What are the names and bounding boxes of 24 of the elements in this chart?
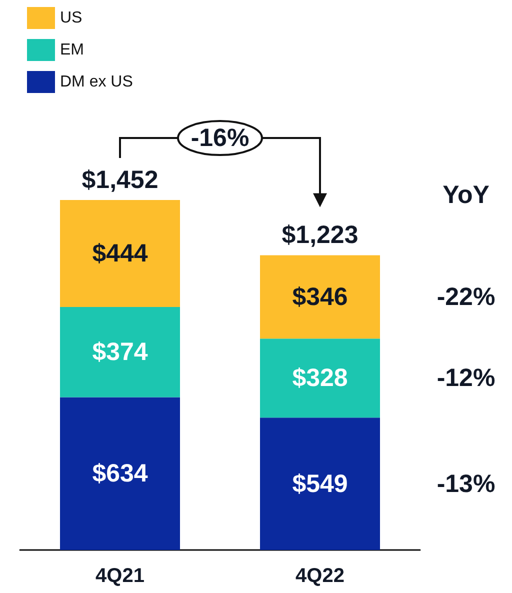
legend-label: US (60, 10, 82, 26)
data-label: $374 (92, 338, 148, 366)
bar (260, 255, 380, 339)
text: -16% (190, 124, 250, 152)
total-label: $1,452 (82, 166, 158, 194)
data-label: $444 (92, 240, 148, 268)
total-label: $1,223 (282, 221, 358, 250)
bar (60, 397, 180, 550)
data-label: $634 (92, 460, 148, 488)
legend-label: EM (60, 42, 84, 58)
bar (260, 338, 380, 418)
x-tick-label: 4Q21 (96, 565, 144, 587)
text: YoY (442, 181, 490, 210)
text: -12% (436, 364, 496, 392)
bar (260, 418, 380, 550)
bar (60, 200, 180, 308)
x-tick-label: 4Q22 (296, 565, 344, 587)
text: -13% (436, 470, 496, 498)
data-label: $549 (292, 470, 348, 498)
bar (60, 307, 180, 398)
data-label: $328 (292, 364, 348, 392)
data-label: $346 (292, 282, 348, 311)
text: -22% (436, 282, 496, 311)
legend-label: DM ex US (60, 74, 133, 90)
